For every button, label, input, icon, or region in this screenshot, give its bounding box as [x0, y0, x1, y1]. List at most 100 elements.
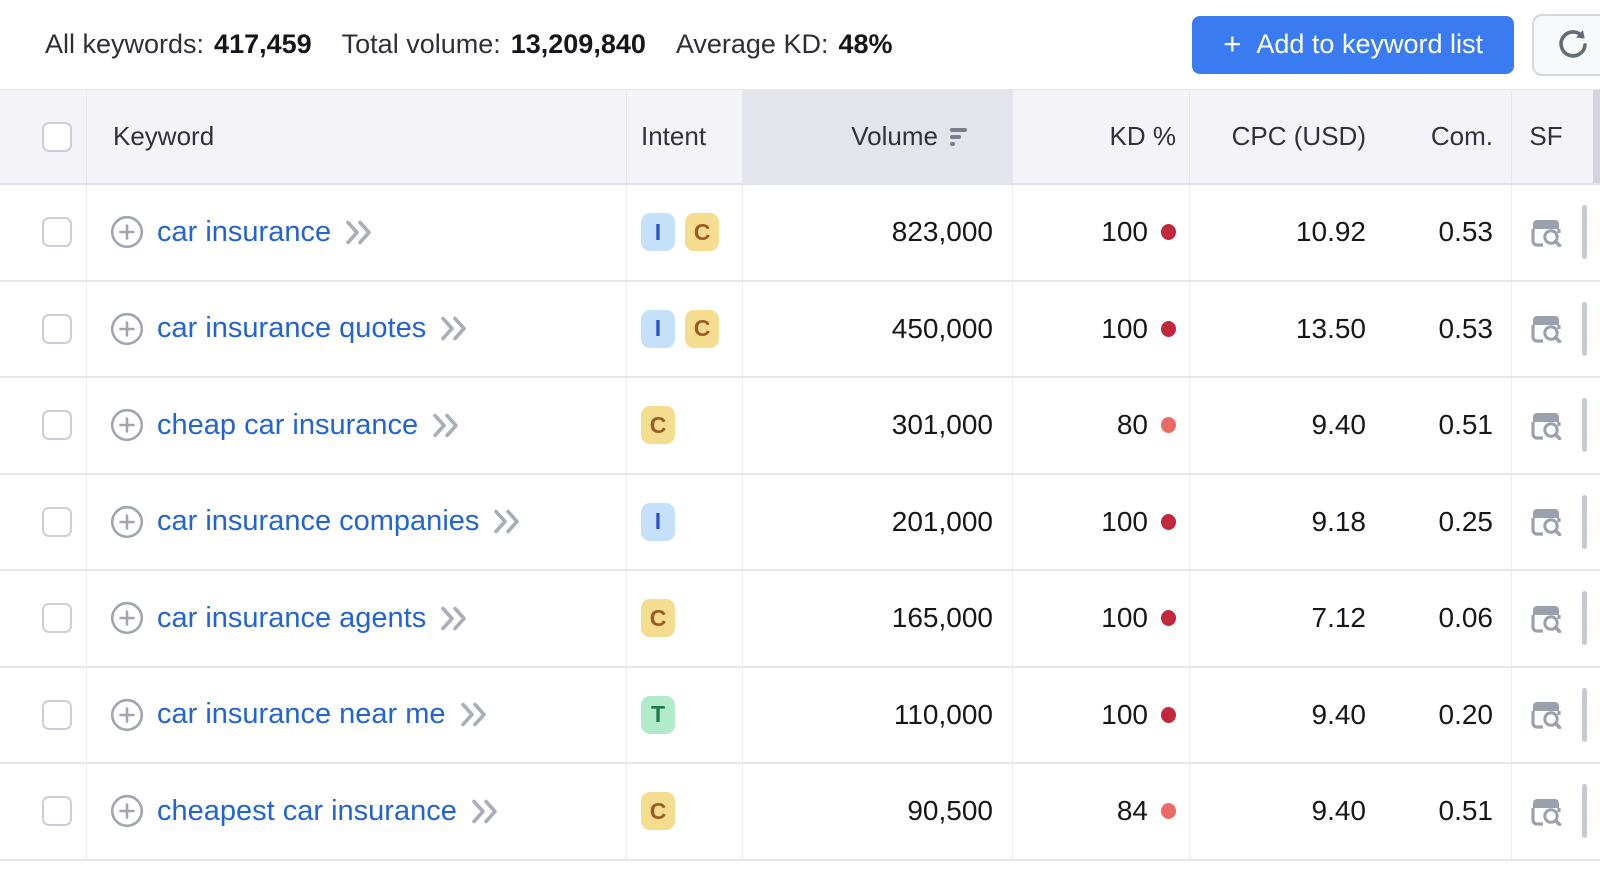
row-checkbox[interactable]: [42, 410, 72, 441]
select-all-checkbox[interactable]: [42, 121, 72, 152]
intent-badge-commercial[interactable]: C: [641, 599, 675, 638]
keyword-link[interactable]: car insurance agents: [157, 601, 427, 634]
plus-icon: +: [1223, 26, 1242, 61]
scrollbar-track[interactable]: [1593, 90, 1600, 183]
header-cell-keyword[interactable]: Keyword: [87, 90, 627, 183]
scrollbar-thumb[interactable]: [1582, 784, 1587, 839]
row-checkbox[interactable]: [42, 796, 72, 827]
header-label-intent: Intent: [641, 121, 707, 151]
add-keyword-plus-icon[interactable]: [110, 408, 144, 442]
row-cell-cpc: 9.40: [1311, 409, 1367, 441]
double-chevron-icon[interactable]: [470, 798, 500, 825]
add-keyword-plus-icon[interactable]: [110, 601, 144, 635]
serp-features-icon[interactable]: [1530, 700, 1562, 730]
row-cell-checkbox: [0, 185, 87, 280]
row-checkbox[interactable]: [42, 603, 72, 634]
keyword-link[interactable]: cheapest car insurance: [157, 794, 457, 827]
double-chevron-icon[interactable]: [492, 508, 522, 535]
kd-difficulty-dot: [1161, 417, 1176, 434]
intent-badge-commercial[interactable]: C: [641, 792, 675, 831]
keyword-link[interactable]: cheap car insurance: [157, 408, 419, 441]
row-cell-kd: 100: [1013, 185, 1190, 280]
add-keyword-plus-icon[interactable]: [110, 794, 144, 828]
row-cell-cpc: 9.18: [1311, 505, 1367, 537]
row-cell-intent: I: [627, 474, 743, 569]
scrollbar-thumb[interactable]: [1582, 205, 1587, 260]
stat-value: 48%: [838, 29, 893, 59]
summary-stats: All keywords: 417,459 Total volume: 13,2…: [45, 29, 893, 60]
intent-badge-transactional[interactable]: T: [641, 695, 675, 734]
double-chevron-icon[interactable]: [459, 701, 489, 728]
header-cell-sf: SF: [1512, 90, 1580, 183]
scrollbar-thumb[interactable]: [1582, 301, 1587, 356]
row-checkbox[interactable]: [42, 699, 72, 730]
row-cell-kd: 100: [1013, 281, 1190, 376]
double-chevron-icon[interactable]: [431, 412, 461, 439]
kd-value: 84: [1116, 795, 1148, 827]
row-checkbox[interactable]: [42, 506, 72, 537]
row-checkbox[interactable]: [42, 313, 72, 344]
add-keyword-plus-icon[interactable]: [110, 215, 144, 249]
scrollbar-thumb[interactable]: [1582, 687, 1587, 742]
row-cell-kd: 80: [1013, 378, 1190, 473]
kd-value: 80: [1116, 409, 1148, 441]
row-cell-volume: 301,000: [743, 378, 1013, 473]
header-cell-kd[interactable]: KD %: [1013, 90, 1190, 183]
row-cell-keyword: car insurance: [87, 185, 627, 280]
header-cell-volume-sorted[interactable]: Volume: [743, 90, 1013, 183]
header-cell-cpc[interactable]: CPC (USD): [1190, 90, 1380, 183]
serp-features-icon[interactable]: [1530, 507, 1562, 537]
table-row: car insurance agents C 165,000 100 7.12 …: [0, 571, 1600, 668]
add-keyword-plus-icon[interactable]: [110, 505, 144, 539]
intent-badge-informational[interactable]: I: [641, 502, 675, 541]
row-cell-volume: 823,000: [743, 185, 1013, 280]
add-to-keyword-list-button[interactable]: + Add to keyword list: [1192, 15, 1514, 74]
header-rail: [1580, 90, 1600, 183]
keyword-link[interactable]: car insurance quotes: [157, 312, 427, 345]
intent-badge-informational[interactable]: I: [641, 213, 675, 252]
row-cell-com: 0.53: [1380, 185, 1512, 280]
serp-features-icon[interactable]: [1530, 411, 1562, 440]
intent-badge-commercial[interactable]: C: [685, 213, 719, 252]
header-cell-com[interactable]: Com.: [1380, 90, 1512, 183]
add-keyword-plus-icon[interactable]: [110, 312, 144, 346]
scrollbar-thumb[interactable]: [1582, 398, 1587, 453]
double-chevron-icon[interactable]: [344, 219, 374, 246]
intent-badge-informational[interactable]: I: [641, 309, 675, 348]
serp-features-icon[interactable]: [1530, 314, 1562, 344]
scrollbar-thumb[interactable]: [1582, 494, 1587, 549]
header-label-kd: KD %: [1109, 121, 1176, 151]
row-cell-checkbox: [0, 281, 87, 376]
row-cell-intent: C: [627, 764, 743, 859]
kd-value: 100: [1101, 505, 1148, 537]
add-keyword-plus-icon[interactable]: [110, 698, 144, 732]
intent-badge-commercial[interactable]: C: [641, 406, 675, 445]
keyword-link[interactable]: car insurance companies: [157, 505, 480, 538]
serp-features-icon[interactable]: [1530, 218, 1562, 247]
row-cell-com: 0.25: [1380, 474, 1512, 569]
double-chevron-icon[interactable]: [439, 605, 469, 632]
serp-features-icon[interactable]: [1530, 604, 1562, 633]
row-rail: [1580, 475, 1600, 570]
kd-difficulty-dot: [1161, 803, 1176, 820]
row-cell-checkbox: [0, 667, 87, 762]
keyword-link[interactable]: car insurance: [157, 215, 332, 248]
row-cell-com: 0.06: [1380, 571, 1512, 666]
scrollbar-thumb[interactable]: [1582, 591, 1587, 646]
header-label-sf: SF: [1529, 121, 1563, 151]
double-chevron-icon[interactable]: [439, 315, 469, 342]
row-rail: [1580, 571, 1600, 666]
refresh-button[interactable]: [1532, 13, 1600, 76]
row-cell-com: 0.51: [1380, 378, 1512, 473]
stat-label: All keywords:: [45, 29, 205, 59]
stat-average-kd: Average KD: 48%: [676, 29, 893, 60]
keyword-link[interactable]: car insurance near me: [157, 698, 446, 731]
row-cell-cpc: 13.50: [1295, 312, 1366, 344]
stat-total-volume: Total volume: 13,209,840: [342, 29, 646, 60]
row-checkbox[interactable]: [42, 217, 72, 248]
serp-features-icon[interactable]: [1530, 797, 1562, 826]
refresh-icon: [1556, 28, 1590, 62]
intent-badge-commercial[interactable]: C: [685, 309, 719, 348]
